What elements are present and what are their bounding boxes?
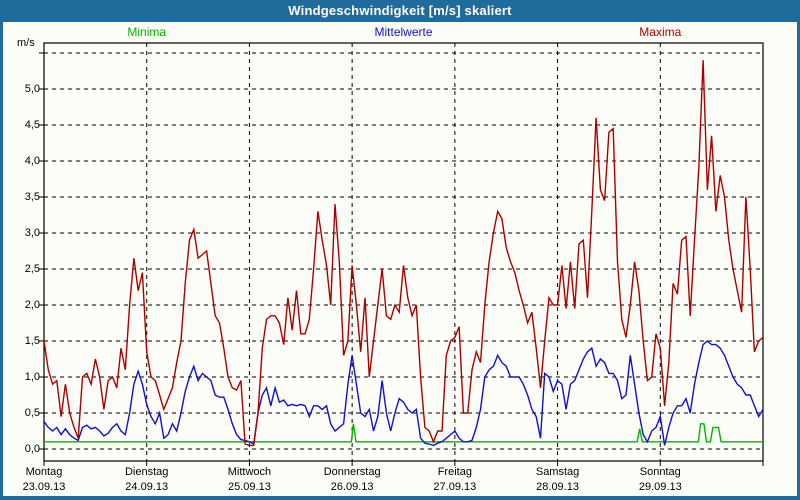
x-axis-label: Freitag 27.09.13 (433, 466, 476, 493)
y-tick-label: 4,5 (24, 119, 40, 131)
y-tick-label: 0,0 (24, 443, 40, 455)
series-line-minima (44, 423, 763, 443)
day-name-label: Mittwoch (227, 466, 272, 478)
wind-speed-chart (39, 42, 764, 466)
day-name-label: Dienstag (124, 466, 169, 478)
window-title: Windgeschwindigkeit [m/s] skaliert (288, 3, 512, 18)
plot-border (43, 42, 764, 462)
day-name-label: Samstag (535, 466, 580, 478)
y-tick-label: 5,0 (24, 83, 40, 95)
legend-label-minima: Minima (127, 25, 167, 39)
day-date-label: 24.09.13 (125, 481, 169, 493)
y-tick-label: 2,0 (24, 299, 40, 311)
day-name-label: Freitag (437, 466, 472, 478)
day-date-label: 23.09.13 (22, 481, 66, 493)
y-tick-label: 0,5 (24, 407, 40, 419)
day-date-label: 29.09.13 (638, 481, 682, 493)
y-tick-label: 2,5 (24, 263, 40, 275)
legend-label-maxima: Maxima (639, 25, 682, 39)
window-title-bar: Windgeschwindigkeit [m/s] skaliert (3, 0, 797, 22)
x-axis-label: Sonntag 29.09.13 (639, 466, 682, 493)
day-name-label: Donnerstag (323, 466, 381, 478)
day-name-label: Sonntag (639, 466, 681, 478)
y-tick-label: 1,5 (24, 335, 40, 347)
day-date-label: 27.09.13 (433, 481, 477, 493)
x-axis-label: Donnerstag 26.09.13 (324, 466, 381, 493)
x-axis-label: Samstag 28.09.13 (536, 466, 579, 493)
day-date-label: 28.09.13 (536, 481, 579, 493)
y-axis-unit-label: m/s (17, 37, 35, 49)
x-axis-label: Dienstag 24.09.13 (125, 466, 168, 493)
series-line-mittelwerte (43, 340, 764, 447)
day-date-label: 26.09.13 (330, 481, 374, 493)
day-date-label: 25.09.13 (228, 481, 271, 493)
y-tick-label: 4,0 (24, 155, 40, 167)
x-axis-label: Mittwoch 25.09.13 (228, 466, 271, 493)
x-axis-label: Montag 23.09.13 (23, 466, 66, 493)
day-name-label: Montag (25, 466, 63, 478)
legend-label-mittelwerte: Mittelwerte (374, 25, 433, 39)
series-line-maxima (43, 60, 764, 447)
y-tick-label: 3,0 (24, 227, 40, 239)
y-tick-label: 3,5 (24, 191, 40, 203)
y-tick-label: 1,0 (24, 371, 40, 383)
